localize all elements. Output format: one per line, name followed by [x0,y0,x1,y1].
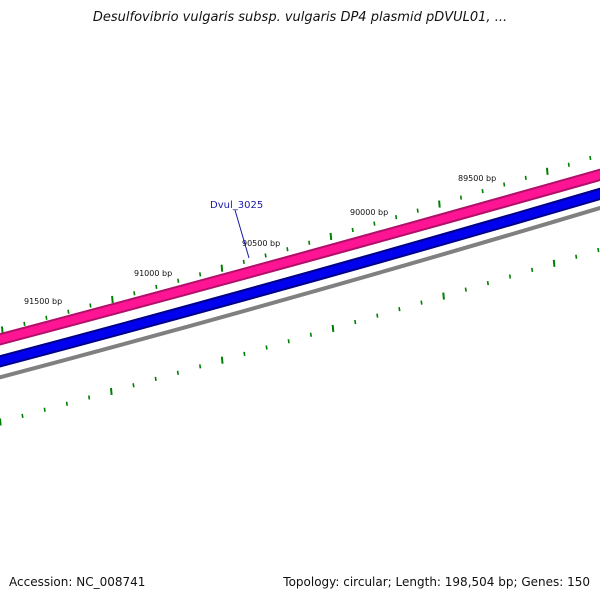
scale-label-90500: 90500 bp [242,239,280,248]
outer-ring-minor-tick [481,188,484,194]
inner-ring-major-tick [110,387,113,395]
inner-ring-minor-tick [287,339,290,344]
outer-ring-minor-tick [89,303,92,308]
outer-ring-major-tick [1,326,4,334]
inner-ring-minor-tick [575,254,578,259]
outer-ring-minor-tick [133,291,136,296]
forward-strand-track [0,170,600,344]
outer-ring-minor-tick [567,162,570,167]
outer-tick-ring [1,155,592,334]
inner-ring-minor-tick [65,401,68,406]
inner-ring-minor-tick [176,370,179,375]
outer-ring-minor-tick [459,195,463,200]
scale-label-89500: 89500 bp [458,174,496,183]
inner-ring-minor-tick [531,267,534,273]
inner-ring-minor-tick [21,413,24,419]
outer-ring-minor-tick [395,214,398,220]
outer-ring-minor-tick [373,221,376,226]
outer-ring-major-tick [329,232,333,240]
inner-ring-minor-tick [265,345,268,350]
inner-ring-minor-tick [486,280,489,286]
inner-ring-minor-tick [243,351,246,357]
inner-ring-minor-tick [354,319,357,325]
scale-label-91000: 91000 bp [134,269,172,278]
outer-ring-minor-tick [155,284,158,290]
accession-text: Accession: NC_008741 [9,575,146,589]
outer-ring-minor-tick [503,182,506,187]
outer-ring-minor-tick [67,309,70,314]
outer-ring-minor-tick [416,208,419,213]
outer-ring-minor-tick [589,155,592,161]
outer-ring-minor-tick [199,272,202,277]
outer-ring-minor-tick [177,278,180,283]
reverse-strand-track [0,189,600,366]
outer-ring-major-tick [438,200,441,208]
inner-ring-minor-tick [398,306,401,312]
inner-ring-minor-tick [508,274,512,279]
inner-ring-minor-tick [376,313,379,318]
inner-ring-minor-tick [309,332,312,337]
scale-label-91500: 91500 bp [24,297,62,306]
plasmid-backbone [0,205,600,380]
outer-ring-minor-tick [23,321,26,327]
inner-ring-minor-tick [154,376,157,382]
gene-label-dvul-3025[interactable]: Dvul_3025 [210,200,263,211]
outer-ring-minor-tick [351,227,354,233]
inner-ring-minor-tick [88,395,91,400]
map-title: Desulfovibrio vulgaris subsp. vulgaris D… [92,10,508,25]
inner-ring-major-tick [442,292,445,300]
outer-ring-minor-tick [308,240,311,245]
outer-ring-major-tick [111,295,114,303]
genome-summary-text: Topology: circular; Length: 198,504 bp; … [283,575,590,589]
inner-ring-major-tick [331,324,335,332]
outer-ring-minor-tick [45,315,48,320]
outer-ring-minor-tick [286,247,289,252]
inner-tick-ring [0,247,600,426]
inner-ring-minor-tick [132,383,135,388]
gene-label-leader-line [234,209,250,259]
inner-ring-minor-tick [464,287,467,292]
inner-ring-major-tick [220,356,224,364]
outer-ring-minor-tick [242,259,245,265]
inner-ring-major-tick [0,418,2,426]
inner-ring-minor-tick [43,407,46,412]
inner-ring-minor-tick [420,300,423,305]
outer-ring-major-tick [546,167,549,175]
outer-ring-minor-tick [264,253,267,258]
inner-ring-minor-tick [597,247,600,253]
inner-ring-minor-tick [199,364,202,369]
inner-ring-major-tick [552,259,556,267]
outer-ring-major-tick [220,264,224,272]
scale-label-90000: 90000 bp [350,208,388,217]
outer-ring-minor-tick [524,175,527,181]
